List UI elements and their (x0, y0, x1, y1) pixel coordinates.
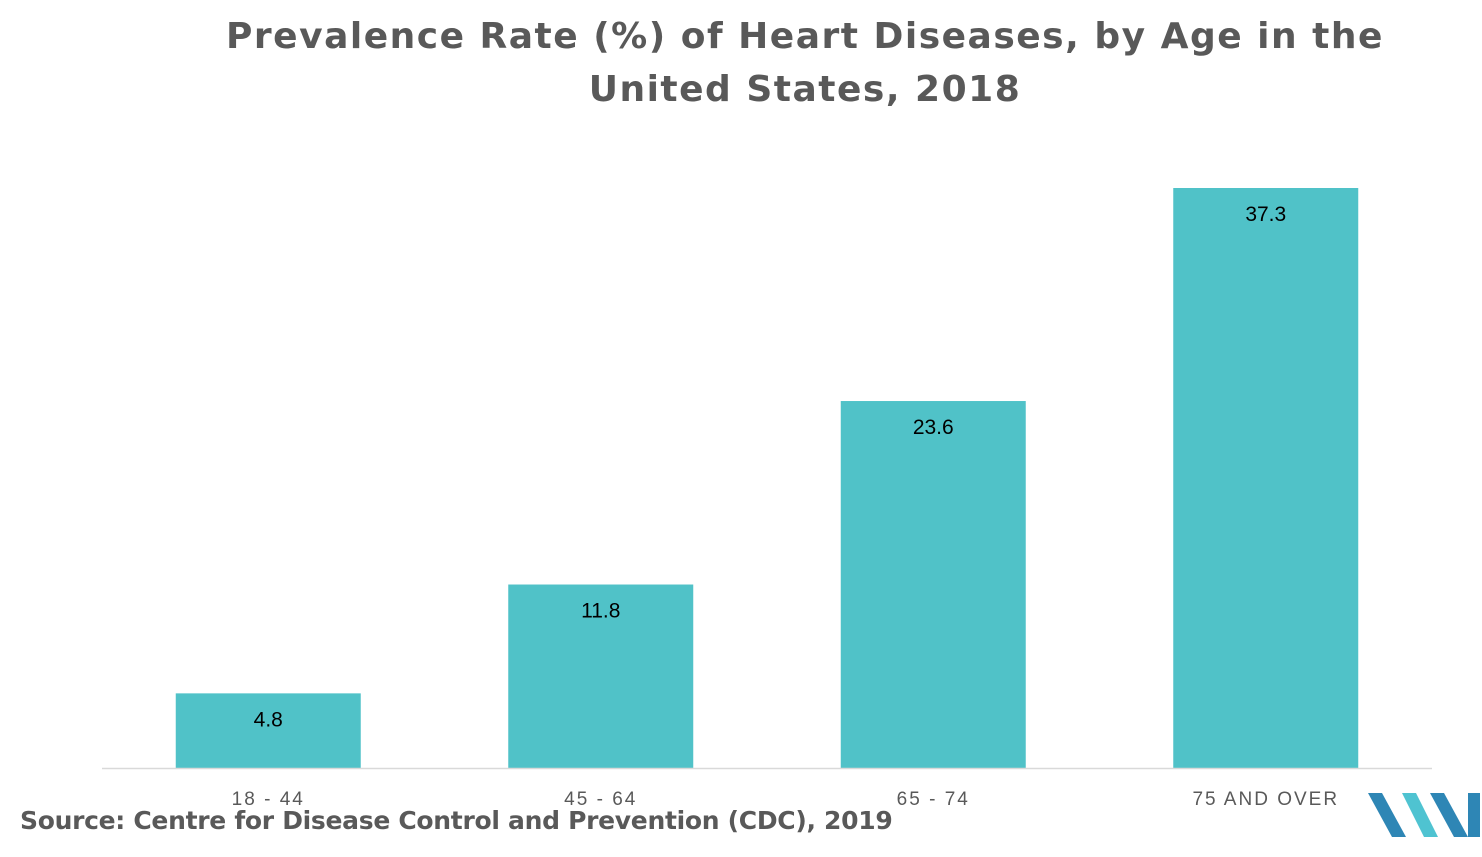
x-tick-label-3: 75 AND OVER (1192, 789, 1339, 810)
data-label-2: 23.6 (913, 416, 954, 439)
x-tick-label-2: 65 - 74 (897, 789, 970, 810)
bar-3 (1173, 188, 1359, 768)
data-label-3: 37.3 (1245, 203, 1286, 226)
bar-1 (508, 584, 694, 768)
bars-layer (175, 188, 1359, 768)
bar-0 (175, 693, 361, 768)
chart-title: Prevalence Rate (%) of Heart Diseases, b… (226, 16, 1384, 110)
bar-2 (840, 401, 1026, 768)
logo-left-stroke (1368, 793, 1406, 837)
logo-bar (1468, 793, 1480, 837)
logo-right-stroke (1430, 793, 1468, 837)
x-tick-label-1: 45 - 64 (564, 789, 637, 810)
logo-center-stroke (1402, 793, 1438, 837)
company-logo-icon (1368, 793, 1480, 837)
source-note: Source: Centre for Disease Control and P… (20, 806, 893, 835)
labels-layer: 4.8 18 - 44 11.8 45 - 64 23.6 65 - 74 37.3 75 A… (232, 203, 1339, 810)
x-tick-label-0: 18 - 44 (232, 789, 305, 810)
data-label-0: 4.8 (254, 708, 283, 731)
data-label-1: 11.8 (581, 600, 620, 623)
